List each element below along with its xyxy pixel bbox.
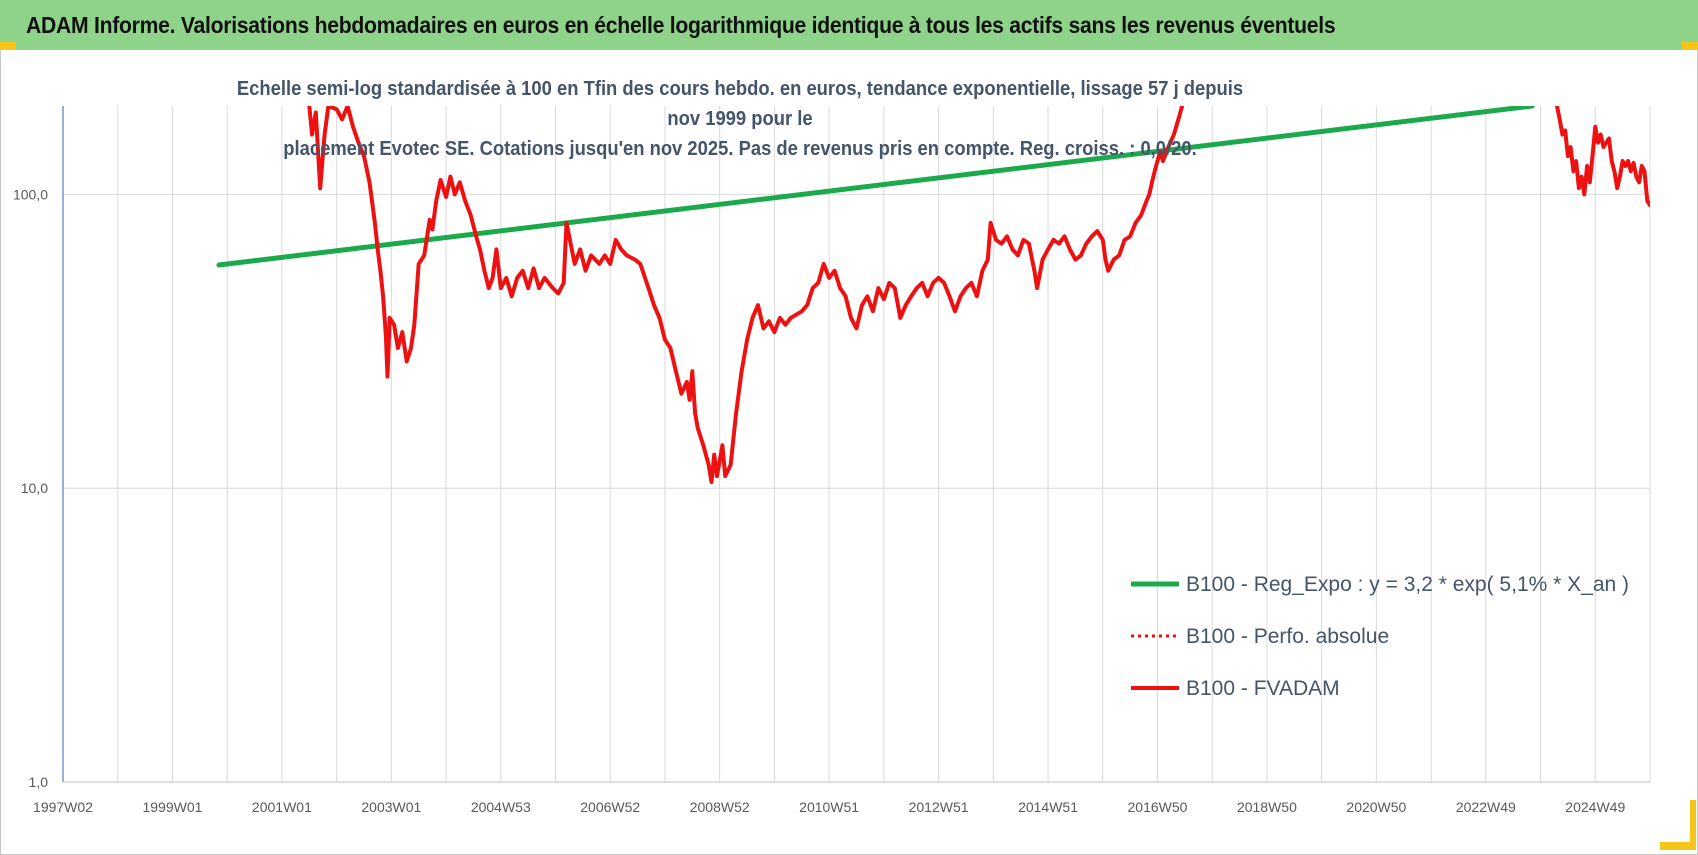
horizontal-gridlines <box>63 193 1650 489</box>
x-tick-label: 2012W51 <box>909 799 969 815</box>
x-tick-label: 2020W50 <box>1346 799 1406 815</box>
legend-label-1: B100 - Reg_Expo : y = 3,2 * exp( 5,1% * … <box>1186 573 1629 596</box>
x-tick-label: 2008W52 <box>690 799 750 815</box>
vertical-gridlines <box>117 106 1651 782</box>
corner-mark-top-right <box>1682 42 1698 50</box>
corner-mark-bottom-right-h <box>1660 842 1696 850</box>
series-line-3-part-1 <box>307 106 1185 484</box>
series-line-1 <box>216 106 1535 268</box>
chart-subtitle-line-2: placement Evotec SE. Cotations jusqu'en … <box>283 138 1197 160</box>
legend-label-3: B100 - FVADAM <box>1186 677 1340 700</box>
y-tick-labels: 1,0 10,0 100,0 <box>13 186 48 790</box>
x-tick-label: 2010W51 <box>799 799 859 815</box>
legend-label-2: B100 - Perfo. absolue <box>1186 625 1389 648</box>
y-tick-label: 10,0 <box>21 480 48 496</box>
x-tick-label: 2014W51 <box>1018 799 1078 815</box>
corner-mark-bottom-right-v <box>1690 800 1696 850</box>
series-line-3-part-2 <box>1555 106 1650 208</box>
x-tick-label: 2024W49 <box>1565 799 1625 815</box>
x-tick-label: 2016W50 <box>1128 799 1188 815</box>
x-tick-label: 2003W01 <box>361 799 421 815</box>
y-tick-label: 100,0 <box>13 186 48 202</box>
corner-mark-top-left <box>0 42 16 50</box>
x-tick-label: 2018W50 <box>1237 799 1297 815</box>
x-tick-label: 2022W49 <box>1456 799 1516 815</box>
header-banner: ADAM Informe. Valorisations hebdomadaire… <box>0 0 1698 50</box>
x-tick-label: 1997W02 <box>33 799 93 815</box>
chart-subtitle-line-1: Echelle semi-log standardisée à 100 en T… <box>236 78 1244 130</box>
page-title: ADAM Informe. Valorisations hebdomadaire… <box>26 11 1336 38</box>
chart-legend: B100 - Reg_Expo : y = 3,2 * exp( 5,1% * … <box>1131 573 1629 700</box>
series-layer <box>216 106 1650 484</box>
x-tick-label: 2006W52 <box>580 799 640 815</box>
x-tick-label: 2004W53 <box>471 799 531 815</box>
x-tick-label: 2001W01 <box>252 799 312 815</box>
x-tick-labels: 1997W02 1999W01 2001W01 2003W01 2004W53 2006W… <box>33 799 1625 815</box>
y-tick-label: 1,0 <box>29 774 49 790</box>
x-tick-label: 1999W01 <box>142 799 202 815</box>
chart-subtitle: Echelle semi-log standardisée à 100 en T… <box>234 74 1246 164</box>
